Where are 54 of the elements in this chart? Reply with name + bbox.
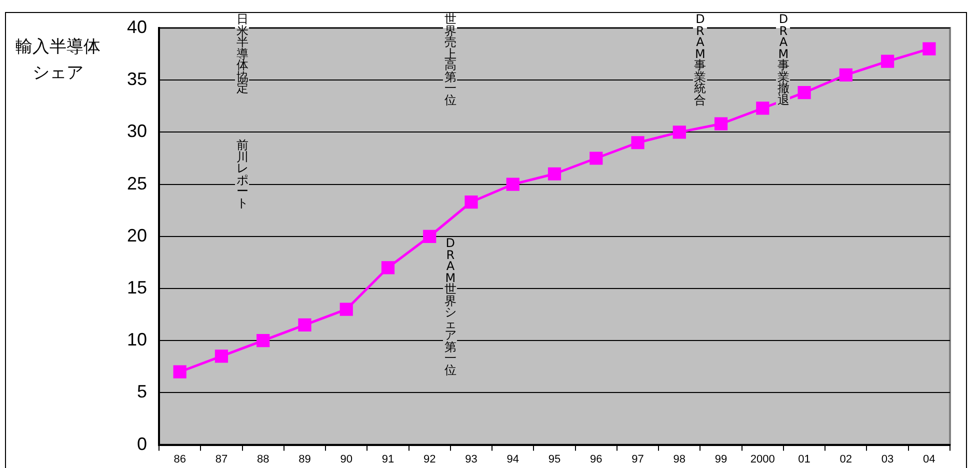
annotation: 世界売上高第一位 <box>443 12 458 106</box>
point <box>256 334 270 348</box>
y-tick-label: 20 <box>126 225 148 246</box>
annotation: DRAM事業撤退 <box>776 12 790 106</box>
annotation: 前川レポート <box>235 138 250 210</box>
point <box>423 230 436 243</box>
x-tick-label: 86 <box>174 453 186 466</box>
x-tick-label: 89 <box>298 453 311 466</box>
y-tick-label: 30 <box>126 121 148 142</box>
x-tick-label: 93 <box>465 453 478 466</box>
y-tick-label: 35 <box>126 69 148 90</box>
y-tick-label: 5 <box>137 382 148 402</box>
x-tick-label: 90 <box>340 453 352 466</box>
x-tick-label: 01 <box>798 453 810 466</box>
y-tick-label: 25 <box>126 173 148 194</box>
y-tick-label: 15 <box>126 277 148 298</box>
point <box>340 302 353 316</box>
y-tick-label: 40 <box>126 16 148 37</box>
point <box>506 178 520 191</box>
x-tick-label: 2000 <box>750 453 775 466</box>
y-axis-title: 輸入半導体シェア <box>14 36 102 84</box>
point <box>298 318 312 332</box>
x-tick-label: 91 <box>382 453 394 466</box>
point <box>631 136 644 150</box>
x-tick-label: 96 <box>590 453 602 466</box>
point <box>548 167 562 180</box>
point <box>381 261 395 274</box>
text: DRAM世界シェア第一位 <box>444 236 456 376</box>
point <box>839 68 852 82</box>
point <box>714 117 728 130</box>
x-tick-label: 94 <box>506 453 520 466</box>
point <box>173 365 186 378</box>
point <box>881 54 894 68</box>
x-tick-label: 87 <box>215 453 228 466</box>
point <box>798 86 811 100</box>
x-tick-label: 97 <box>632 453 644 466</box>
point <box>922 42 936 56</box>
point <box>464 195 478 209</box>
annotation: DRAM事業統合 <box>693 12 708 106</box>
x-tick-label: 99 <box>714 453 728 466</box>
y-tick-label: 10 <box>126 330 148 350</box>
point <box>590 152 603 165</box>
x-tick-label: 92 <box>423 453 436 466</box>
x-tick-label: 04 <box>923 453 936 466</box>
x-tick-label: 88 <box>256 453 270 466</box>
x-tick-label: 02 <box>840 453 852 466</box>
x-tick-label: 98 <box>673 453 686 466</box>
point <box>672 126 686 139</box>
y-tick-label: 0 <box>137 434 148 454</box>
x-tick-label: 03 <box>881 453 894 466</box>
point <box>756 102 770 115</box>
point <box>214 350 228 363</box>
annotation: 日米半導体協定 <box>235 12 250 95</box>
x-tick-label: 95 <box>548 453 561 466</box>
